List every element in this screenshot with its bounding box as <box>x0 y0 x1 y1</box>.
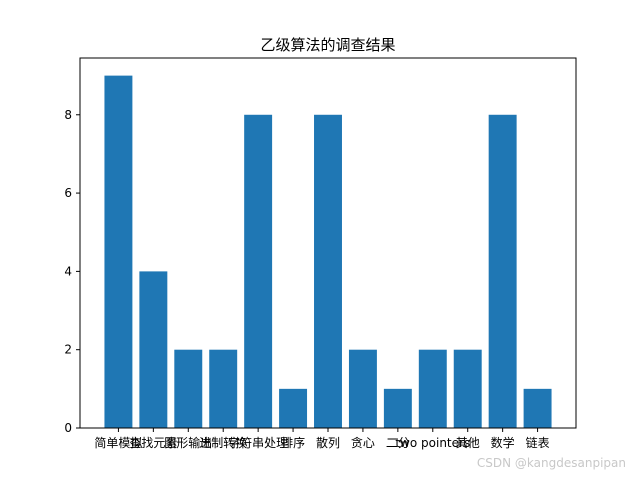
bar-6 <box>314 114 342 428</box>
x-tick-label: 排序 <box>281 435 305 450</box>
y-axis: 0 2 4 6 8 <box>64 108 80 435</box>
x-tick-label: 进制转换 <box>199 435 247 450</box>
x-tick-label: 贪心 <box>351 435 375 450</box>
x-tick-label: 查找元素 <box>129 436 177 450</box>
x-tick-label: 链表 <box>526 435 550 450</box>
bar-11 <box>488 114 517 428</box>
bar-4 <box>244 114 273 428</box>
bars-group <box>104 75 552 428</box>
bar-12 <box>523 388 552 428</box>
y-tick-label: 2 <box>64 343 72 357</box>
bar-3 <box>209 349 238 428</box>
y-tick-label: 0 <box>64 421 72 435</box>
y-tick-label: 6 <box>64 186 72 200</box>
x-tick-label: 字符串处理 <box>228 435 288 450</box>
x-tick-label: 散列 <box>316 435 340 450</box>
watermark: CSDN @kangdesanpipan <box>476 456 626 470</box>
bar-9 <box>418 349 447 428</box>
y-tick-label: 4 <box>64 264 72 278</box>
x-tick-label: two pointers <box>395 436 470 450</box>
x-tick-label: 其他 <box>456 436 480 450</box>
chart-title: 乙级算法的调查结果 <box>260 36 395 54</box>
bar-0 <box>104 75 133 428</box>
bar-10 <box>453 349 482 428</box>
bar-5 <box>279 388 308 428</box>
bar-2 <box>174 349 203 428</box>
x-tick-label: 简单模拟 <box>94 436 142 450</box>
x-tick-label: 二分 <box>386 436 410 450</box>
y-tick-label: 8 <box>64 108 72 122</box>
x-tick-label: 数学 <box>491 435 515 450</box>
bar-1 <box>139 271 168 428</box>
x-tick-label: 图形输出 <box>164 435 212 450</box>
bar-7 <box>348 349 377 428</box>
bar-8 <box>383 388 412 428</box>
plot-frame <box>79 57 577 429</box>
